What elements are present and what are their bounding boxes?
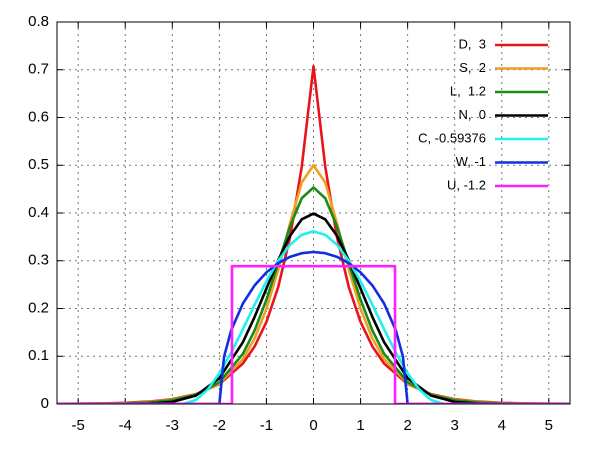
y-tick-label: 0	[41, 395, 49, 412]
x-tick-label: -1	[260, 417, 273, 434]
legend-label: D, 3	[459, 36, 486, 51]
x-tick-label: 5	[545, 417, 553, 434]
series-line	[57, 212, 570, 404]
x-tick-label: -2	[213, 417, 226, 434]
y-tick-label: 0.7	[28, 61, 49, 78]
y-tick-label: 0.1	[28, 347, 49, 364]
plot-frame	[56, 21, 571, 405]
y-tick-label: 0.5	[28, 156, 49, 173]
x-tick-label: -4	[119, 417, 132, 434]
y-tick-label: 0.2	[28, 299, 49, 316]
legend-label: S, 2	[459, 60, 486, 75]
x-tick-label: -5	[72, 417, 85, 434]
x-tick-label: -3	[166, 417, 179, 434]
legend-label: N, 0	[459, 107, 486, 122]
x-tick-label: 2	[403, 417, 411, 434]
y-tick-label: 0.8	[28, 13, 49, 30]
x-tick-label: 1	[356, 417, 364, 434]
legend-label: W, -1	[456, 154, 486, 169]
series-line	[57, 186, 570, 404]
y-tick-label: 0.6	[28, 108, 49, 125]
y-tick-label: 0.4	[28, 204, 49, 221]
legend-label: C, -0.59376	[418, 130, 486, 145]
y-tick-label: 0.3	[28, 252, 49, 269]
legend-label: U, -1.2	[447, 177, 486, 192]
x-tick-label: 4	[498, 417, 506, 434]
legend-label: L, 1.2	[450, 83, 486, 98]
x-tick-label: 0	[309, 417, 317, 434]
series-line	[57, 230, 570, 404]
series-line	[57, 250, 570, 404]
series-line	[57, 264, 570, 404]
x-tick-label: 3	[451, 417, 459, 434]
